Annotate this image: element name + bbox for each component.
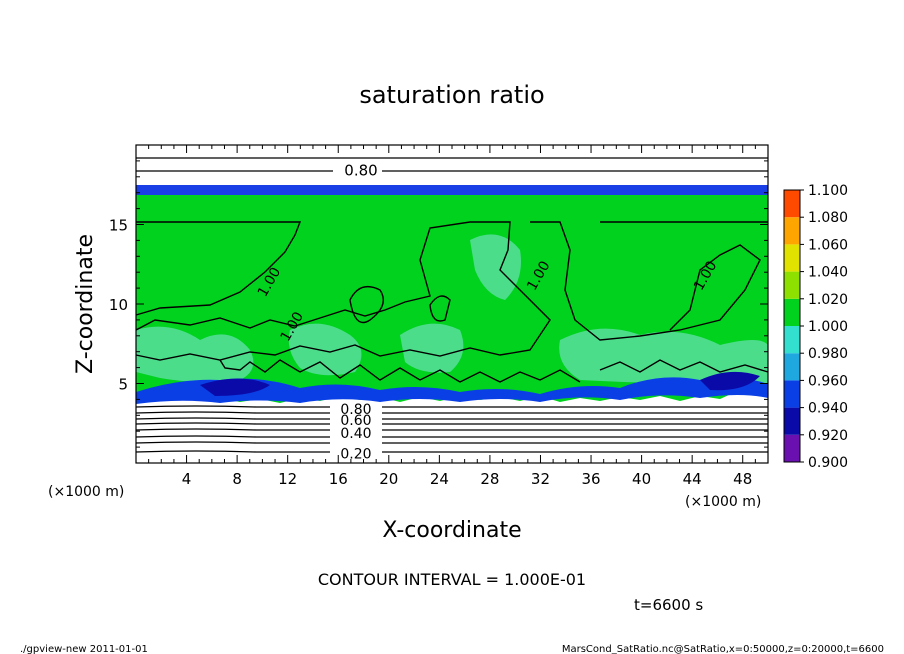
contour-line-lower — [135, 411, 768, 414]
colorbar-segment — [784, 326, 800, 354]
x-tick-label: 16 — [329, 470, 348, 488]
contour-line-lower — [135, 450, 768, 453]
cloud-base-band — [136, 377, 768, 404]
x-tick-label: 4 — [182, 470, 192, 488]
x-tick-labels: 4 8 12 16 20 24 28 32 36 40 44 48 — [182, 470, 752, 488]
plot-area: 0.801.001.001.00 1.000.800.600.400.20 — [135, 144, 769, 464]
colorbar-segment — [784, 434, 800, 462]
colorbar-segment — [784, 353, 800, 381]
y-tick-label: 10 — [109, 296, 128, 314]
y-tick-labels: 5 10 15 — [109, 217, 128, 394]
contour-label: 0.60 — [340, 413, 371, 429]
x-axis-label: X-coordinate — [382, 518, 521, 543]
colorbar-segment — [784, 407, 800, 435]
x-tick-label: 48 — [733, 470, 752, 488]
contour-line-lower — [135, 417, 768, 420]
mixed-patches — [136, 234, 768, 385]
contour-label: 0.20 — [340, 446, 371, 462]
colorbar-label: 0.960 — [808, 373, 848, 389]
contour-line-lower — [135, 428, 768, 431]
colorbar-segment — [784, 298, 800, 326]
x-unit-right: (×1000 m) — [685, 494, 761, 510]
x-unit-left: (×1000 m) — [48, 484, 124, 500]
x-tick-label: 12 — [278, 470, 297, 488]
contour-label: 0.80 — [340, 402, 371, 418]
time-label: t=6600 s — [634, 596, 703, 614]
colorbar-label: 1.100 — [808, 183, 848, 199]
colorbar-segment — [784, 217, 800, 245]
x-tick-label: 44 — [683, 470, 702, 488]
saturation-contours — [135, 221, 769, 383]
x-tick-label: 28 — [480, 470, 499, 488]
colorbar-label: 1.020 — [808, 292, 848, 308]
x-tick-label: 8 — [232, 470, 242, 488]
colorbar-segment — [784, 244, 800, 272]
contour-line-lower — [135, 405, 768, 408]
y-tick-label: 5 — [118, 376, 128, 394]
colorbar-label: 1.080 — [808, 210, 848, 226]
x-tick-label: 32 — [531, 470, 550, 488]
colorbar-label: 1.000 — [808, 319, 848, 335]
x-tick-label: 24 — [430, 470, 449, 488]
horizontal-contours — [135, 157, 768, 453]
top-band — [136, 185, 768, 195]
colorbar-label: 1.060 — [808, 237, 848, 253]
contour-line-lower — [135, 441, 768, 444]
colorbar-segment — [784, 380, 800, 408]
contour-line-lower — [135, 435, 768, 438]
contour-label: 0.80 — [344, 161, 377, 179]
y-axis-label: Z-coordinate — [73, 234, 98, 374]
x-tick-label: 40 — [632, 470, 651, 488]
colorbar — [783, 189, 804, 463]
colorbar-segment — [784, 271, 800, 299]
colorbar-label: 0.920 — [808, 428, 848, 444]
colorbar-label: 0.940 — [808, 401, 848, 417]
footer-right: MarsCond_SatRatio.nc@SatRatio,x=0:50000,… — [562, 644, 884, 654]
colorbar-segment — [784, 190, 800, 218]
colorbar-label: 0.900 — [808, 455, 848, 471]
contour-label: 0.40 — [340, 426, 371, 442]
contour-line-lower — [135, 422, 768, 425]
y-tick-label: 15 — [109, 217, 128, 235]
axis-ticks — [136, 145, 768, 463]
chart-title: saturation ratio — [359, 81, 544, 109]
colorbar-label: 0.980 — [808, 346, 848, 362]
colorbar-label: 1.040 — [808, 265, 848, 281]
contour-interval-text: CONTOUR INTERVAL = 1.000E-01 — [318, 570, 586, 589]
colorbar-labels: 0.900 0.920 0.940 0.960 0.980 1.000 1.020 1.040… — [808, 183, 848, 471]
x-tick-label: 20 — [379, 470, 398, 488]
footer-left: ./gpview-new 2011-01-01 — [20, 644, 148, 654]
x-tick-label: 36 — [581, 470, 600, 488]
